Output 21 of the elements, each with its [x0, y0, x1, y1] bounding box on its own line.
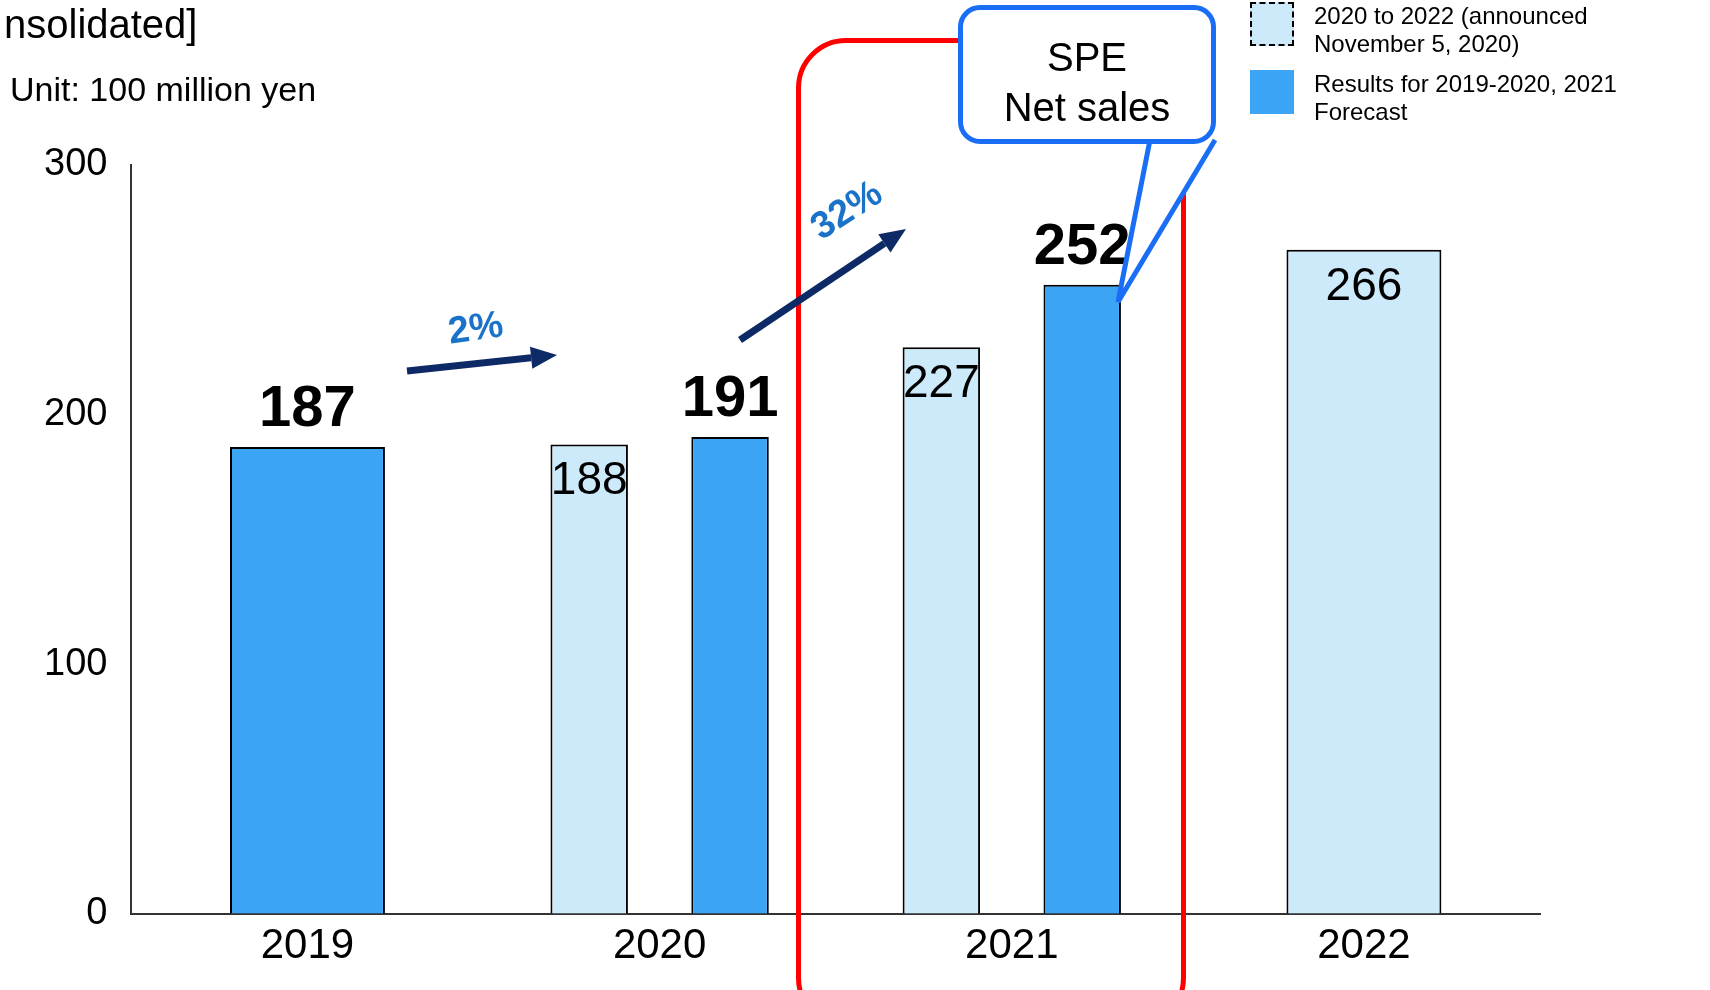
x-tick-label: 2022 [1317, 920, 1411, 968]
y-tick-label: 300 [44, 141, 108, 184]
chart-title: nsolidated] [4, 1, 198, 48]
x-tick-label: 2021 [965, 920, 1059, 968]
y-tick-label: 200 [44, 391, 108, 434]
data-label: 252 [1033, 210, 1131, 276]
annotation: 2% [445, 302, 506, 353]
x-tick-label: 2020 [612, 920, 707, 968]
data-label: 266 [1325, 257, 1403, 310]
data-label: 227 [902, 354, 980, 407]
y-tick-label: 0 [86, 890, 108, 933]
text: SPE Net sales [958, 5, 1216, 144]
text: Unit: 100 million yen [10, 70, 317, 109]
data-label: 191 [681, 362, 779, 428]
legend-label: Results for 2019-2020, 2021 Forecast [1314, 70, 1618, 126]
legend-label: 2020 to 2022 (announced November 5, 2020) [1314, 2, 1589, 58]
data-label: 188 [550, 452, 628, 505]
data-label: 187 [259, 372, 356, 438]
annotation: 32% [802, 170, 890, 249]
y-tick-label: 100 [44, 640, 108, 683]
x-tick-label: 2019 [260, 920, 355, 968]
